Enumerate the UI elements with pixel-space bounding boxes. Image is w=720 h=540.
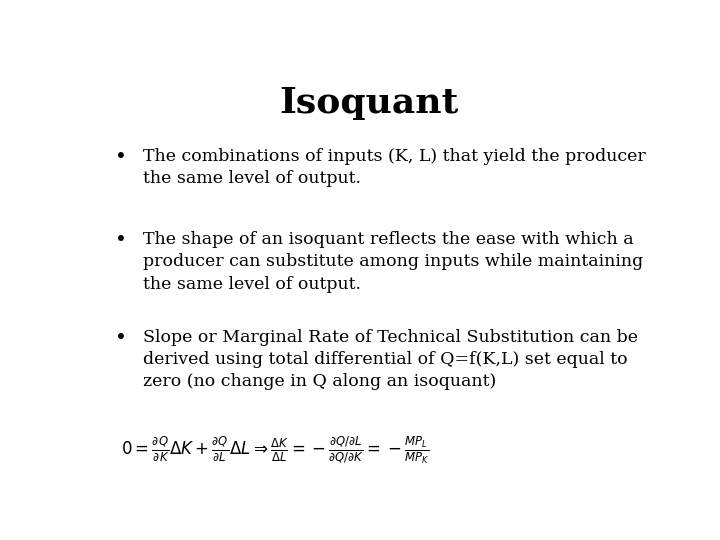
Text: •: • bbox=[114, 148, 127, 167]
Text: $0=\frac{\partial Q}{\partial K}\Delta K+\frac{\partial Q}{\partial L}\Delta L \: $0=\frac{\partial Q}{\partial K}\Delta K… bbox=[121, 435, 429, 467]
Text: The shape of an isoquant reflects the ease with which a
producer can substitute : The shape of an isoquant reflects the ea… bbox=[143, 231, 643, 293]
Text: •: • bbox=[114, 329, 127, 348]
Text: Isoquant: Isoquant bbox=[279, 85, 459, 119]
Text: Slope or Marginal Rate of Technical Substitution can be
derived using total diff: Slope or Marginal Rate of Technical Subs… bbox=[143, 329, 638, 390]
Text: The combinations of inputs (K, L) that yield the producer
the same level of outp: The combinations of inputs (K, L) that y… bbox=[143, 148, 646, 187]
Text: •: • bbox=[114, 231, 127, 250]
